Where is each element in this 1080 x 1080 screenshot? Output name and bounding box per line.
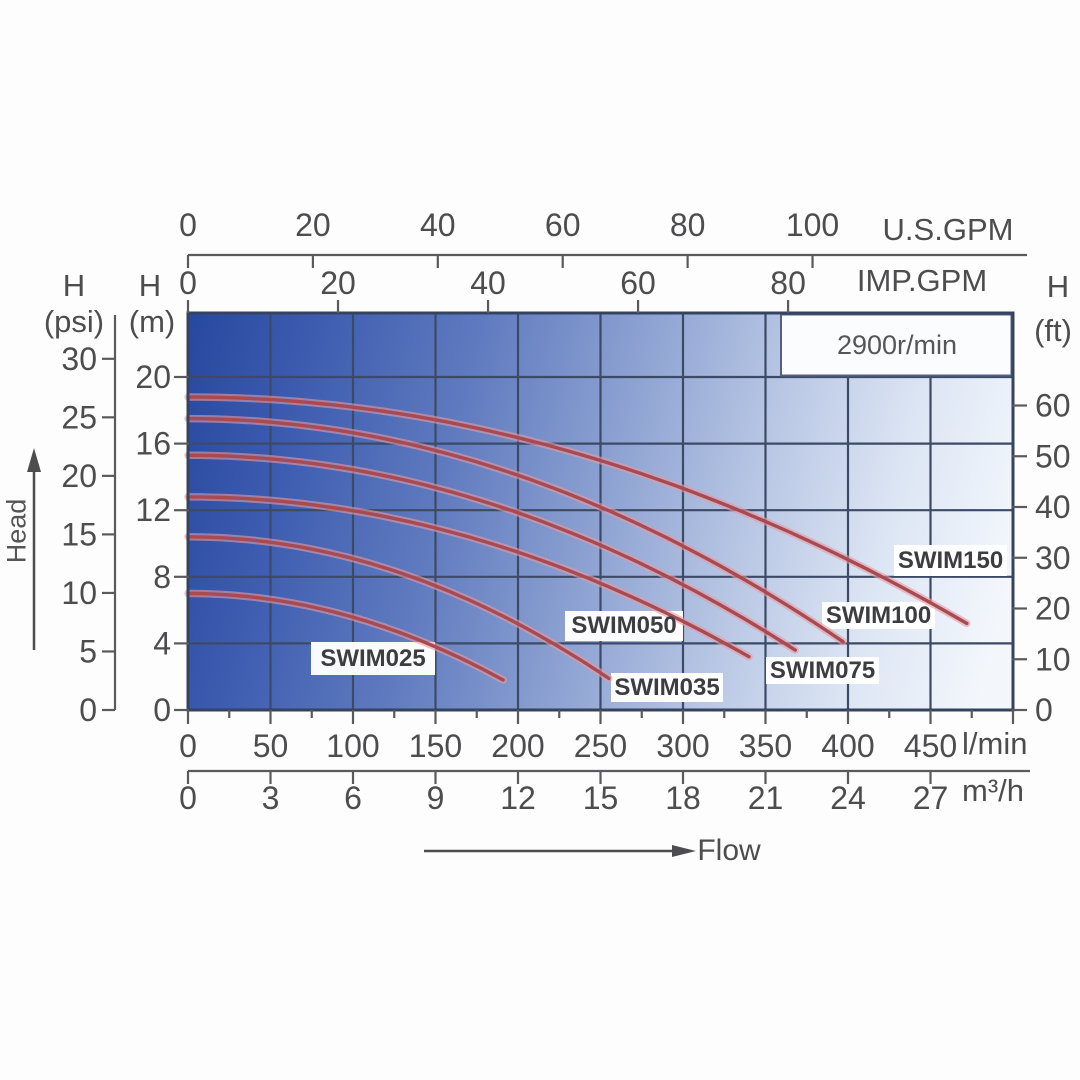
curve-halo-SWIM075	[184, 451, 799, 654]
rpm-box	[780, 313, 1013, 377]
curve-label-box-SWIM035	[611, 673, 723, 702]
curve-label-SWIM100: SWIM100	[825, 601, 932, 629]
tick-label-imp-gpm: 20	[320, 265, 356, 301]
tick-label-m: 4	[153, 625, 171, 661]
tick-label-m3h: 24	[830, 780, 866, 816]
curve-SWIM025	[186, 591, 505, 682]
tick-label-ft: 50	[1035, 438, 1071, 474]
tick-label-psi: 15	[61, 516, 97, 552]
tick-label-m3h: 12	[500, 780, 536, 816]
rpm-label: 2900r/min	[836, 330, 958, 360]
tick-label-m3h: 18	[665, 780, 701, 816]
tick-label-psi: 0	[79, 692, 97, 728]
curve-label-box-SWIM100	[822, 602, 935, 629]
lmin-axis-unit: l/min	[962, 726, 1028, 761]
head-ft-axis-letter: H	[1046, 269, 1070, 304]
tick-label-m3h: 15	[583, 780, 619, 816]
curve-SWIM075	[186, 453, 797, 652]
tick-label-us-gpm: 60	[545, 207, 581, 243]
tick-label-imp-gpm: 80	[770, 265, 806, 301]
tick-label-lmin: 350	[739, 728, 792, 764]
flow-arrow-head	[672, 845, 696, 857]
curve-label-SWIM025: SWIM025	[320, 644, 426, 672]
tick-label-m3h: 6	[344, 780, 362, 816]
tick-label-m: 0	[153, 692, 171, 728]
us-gpm-axis-unit: U.S.GPM	[882, 212, 1014, 247]
head-m-axis-unit: (m)	[128, 304, 176, 339]
imp-gpm-axis-unit: IMP.GPM	[856, 263, 988, 298]
head-psi-axis-letter: H	[62, 268, 86, 303]
tick-label-us-gpm: 100	[786, 207, 839, 243]
tick-label-us-gpm: 40	[420, 207, 456, 243]
tick-label-m3h: 9	[427, 780, 445, 816]
tick-label-ft: 60	[1035, 388, 1071, 424]
curve-SWIM050	[186, 495, 751, 659]
tick-label-m: 12	[135, 492, 171, 528]
curve-label-SWIM035: SWIM035	[614, 673, 720, 701]
arrows	[27, 448, 696, 857]
curve-SWIM100	[186, 416, 845, 644]
tick-label-m: 16	[135, 426, 171, 462]
tick-label-lmin: 450	[904, 728, 957, 764]
curve-label-box-SWIM150	[894, 545, 1007, 576]
tick-label-lmin: 0	[179, 728, 197, 764]
tick-label-ft: 20	[1035, 591, 1071, 627]
tick-label-us-gpm: 20	[295, 207, 331, 243]
tick-label-ft: 10	[1035, 641, 1071, 677]
head-psi-axis-unit: (psi)	[43, 304, 105, 339]
tick-label-psi: 25	[61, 399, 97, 435]
tick-label-lmin: 150	[409, 728, 462, 764]
tick-label-m: 8	[153, 559, 171, 595]
tick-label-m3h: 0	[179, 780, 197, 816]
tick-label-lmin: 50	[253, 728, 289, 764]
curve-label-SWIM075: SWIM075	[769, 656, 876, 684]
tick-label-lmin: 200	[491, 728, 544, 764]
curve-SWIM035	[186, 535, 611, 681]
tick-label-lmin: 250	[574, 728, 627, 764]
curve-label-box-SWIM025	[311, 642, 435, 675]
tick-label-m3h: 3	[262, 780, 280, 816]
tick-label-m3h: 27	[913, 780, 949, 816]
tick-label-psi: 30	[61, 341, 97, 377]
head-ft-axis-unit: (ft)	[1034, 313, 1072, 348]
pump-curves	[184, 393, 971, 684]
curve-label-box-SWIM050	[565, 611, 683, 641]
tick-label-m3h: 21	[748, 780, 784, 816]
curve-SWIM150	[186, 395, 969, 626]
curve-label-box-SWIM075	[766, 657, 879, 684]
curve-label-SWIM050: SWIM050	[571, 612, 677, 639]
head-axis-caption: Head	[1, 498, 32, 564]
tick-label-m: 20	[135, 359, 171, 395]
tick-label-psi: 10	[61, 575, 97, 611]
tick-label-imp-gpm: 0	[179, 265, 197, 301]
m3h-axis-unit: m³/h	[962, 773, 1024, 808]
tick-label-psi: 5	[79, 633, 97, 669]
tick-label-ft: 0	[1035, 692, 1053, 728]
tick-label-imp-gpm: 60	[620, 265, 656, 301]
curve-label-boxes	[311, 545, 1007, 702]
tick-label-psi: 20	[61, 458, 97, 494]
tick-label-ft: 30	[1035, 540, 1071, 576]
tick-label-ft: 40	[1035, 489, 1071, 525]
head-m-axis-letter: H	[138, 268, 162, 303]
head-arrow-head	[27, 448, 41, 472]
tick-label-lmin: 100	[326, 728, 379, 764]
tick-label-us-gpm: 80	[670, 207, 706, 243]
curve-label-SWIM150: SWIM150	[897, 546, 1004, 574]
tick-label-lmin: 400	[821, 728, 874, 764]
tick-label-us-gpm: 0	[179, 207, 197, 243]
flow-axis-caption: Flow	[697, 834, 761, 867]
tick-label-lmin: 300	[656, 728, 709, 764]
tick-label-imp-gpm: 40	[470, 265, 506, 301]
curve-halo-SWIM100	[184, 414, 847, 646]
